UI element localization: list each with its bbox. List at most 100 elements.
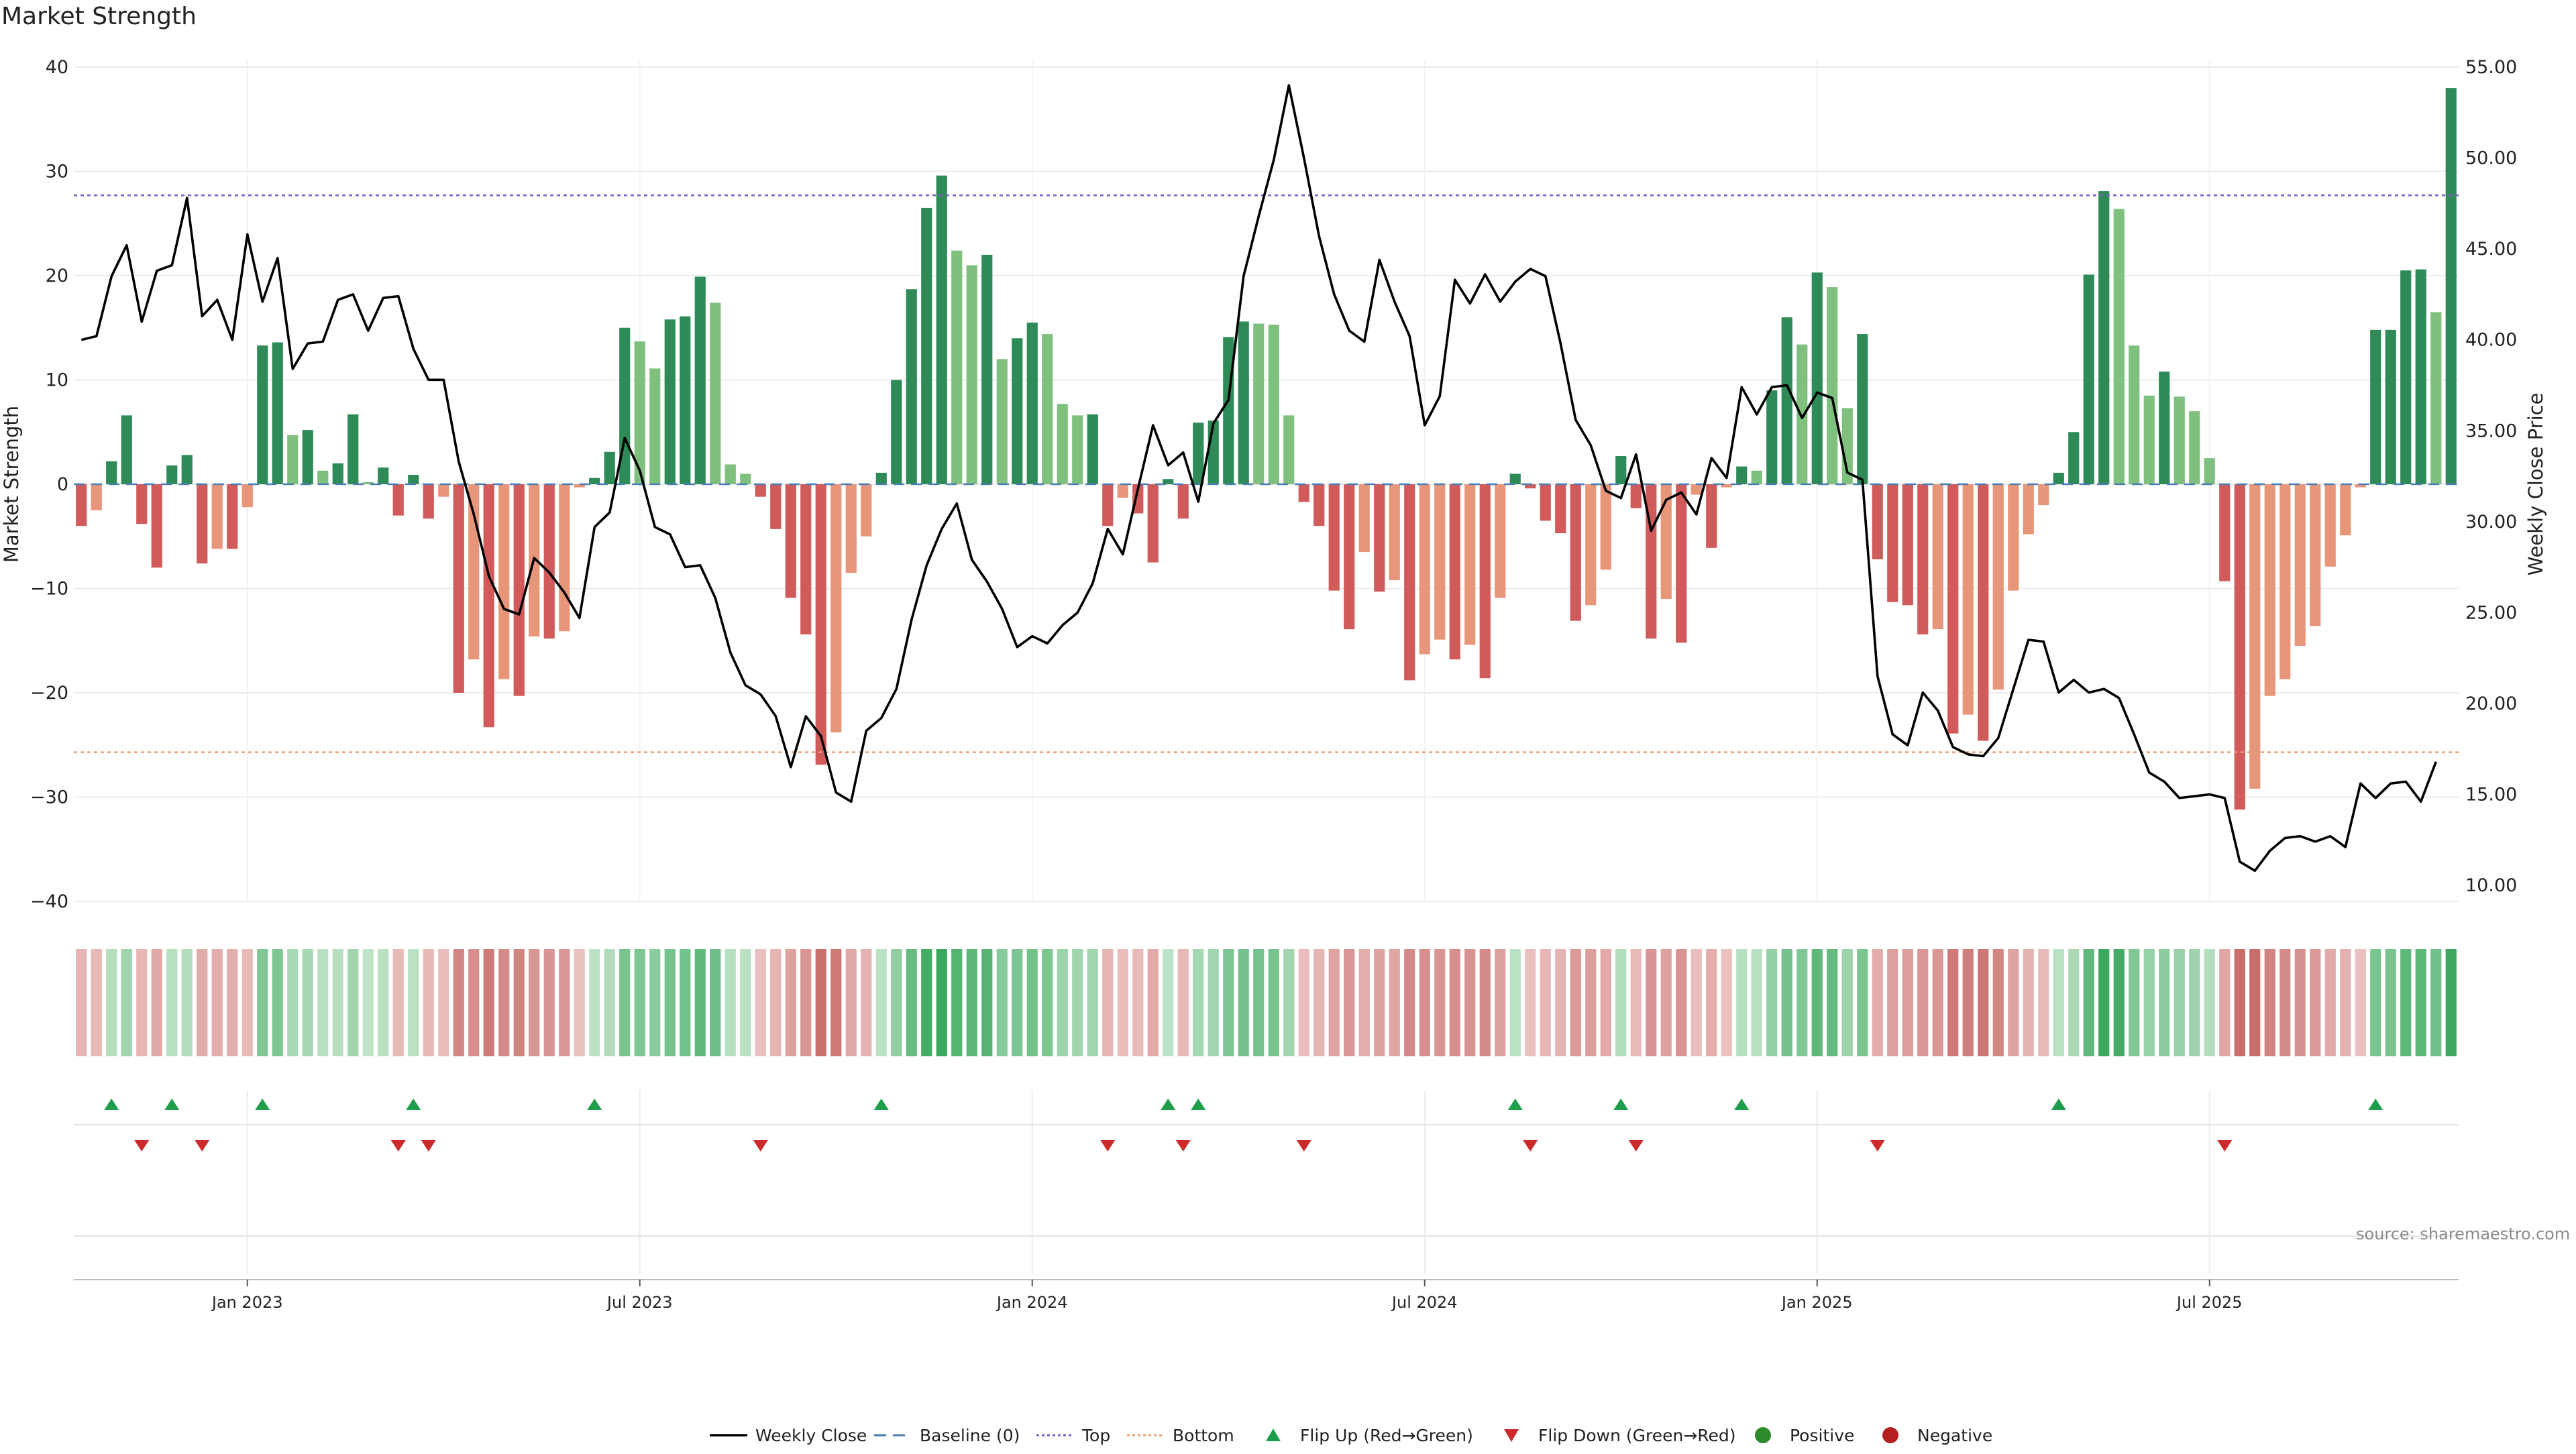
strength-bar xyxy=(2355,484,2366,488)
heat-cell xyxy=(1570,949,1581,1056)
heat-cell xyxy=(1328,949,1340,1056)
heat-cell xyxy=(1690,949,1702,1056)
strength-bar xyxy=(2189,411,2200,484)
heat-cell xyxy=(498,949,510,1056)
strength-bar xyxy=(1358,484,1370,553)
axes: 40 30 20 10 0 −10 −20 −30 −40 55.00 50.00 45.00 40.0… xyxy=(0,57,2547,1312)
right-tick-label: 40.00 xyxy=(2465,330,2517,351)
strength-bar xyxy=(513,484,525,696)
strength-bar xyxy=(2445,88,2457,485)
x-tick-label: Jul 2023 xyxy=(606,1293,673,1312)
strength-bar xyxy=(1072,415,1083,484)
flip-down-marker xyxy=(390,1140,406,1152)
heat-cell xyxy=(785,949,796,1056)
heat-cell xyxy=(2189,949,2200,1056)
flip-up-marker xyxy=(1734,1099,1750,1110)
flip-up-marker xyxy=(873,1099,889,1110)
heat-cell xyxy=(1283,949,1295,1056)
strength-bar xyxy=(1585,484,1597,606)
strength-bar xyxy=(1283,415,1295,484)
strength-bar xyxy=(197,484,208,564)
heat-cell xyxy=(906,949,917,1056)
strength-bar xyxy=(845,484,857,573)
heat-cell xyxy=(408,949,419,1056)
left-tick-label: −40 xyxy=(30,891,68,912)
heat-cell xyxy=(1389,949,1400,1056)
strength-bar xyxy=(2083,274,2094,484)
heat-cell xyxy=(1781,949,1792,1056)
right-tick-label: 20.00 xyxy=(2465,693,2517,714)
heat-cell xyxy=(529,949,540,1056)
x-tick-label: Jan 2024 xyxy=(996,1293,1068,1312)
strength-bar xyxy=(483,484,494,728)
strength-bar xyxy=(1464,484,1476,645)
strength-bar xyxy=(1751,470,1762,484)
heat-cell xyxy=(1736,949,1748,1056)
heat-cell xyxy=(1495,949,1506,1056)
heat-cell xyxy=(680,949,691,1056)
flip-up-marker xyxy=(2368,1099,2383,1110)
heat-cell xyxy=(1841,949,1853,1056)
left-tick-label: 20 xyxy=(46,266,68,286)
strength-bar xyxy=(906,289,917,484)
right-tick-label: 35.00 xyxy=(2465,421,2517,441)
strength-bar xyxy=(2430,312,2442,484)
heat-cell xyxy=(1947,949,1959,1056)
strength-bar xyxy=(1660,484,1672,600)
strength-bar xyxy=(649,368,661,484)
strength-bar xyxy=(2038,484,2049,506)
x-tick-label: Jan 2023 xyxy=(211,1293,283,1312)
flip-up-marker xyxy=(406,1099,421,1110)
strength-bar xyxy=(2129,345,2140,484)
x-tick-label: Jul 2024 xyxy=(1391,1293,1458,1312)
strength-bar xyxy=(1947,484,1959,734)
strength-bar xyxy=(815,484,826,765)
heat-cell xyxy=(559,949,570,1056)
strength-bar xyxy=(498,484,510,679)
heat-cell xyxy=(1012,949,1023,1056)
heat-cell xyxy=(2264,949,2275,1056)
heat-cell xyxy=(1087,949,1098,1056)
right-tick-label: 10.00 xyxy=(2465,875,2517,896)
strength-bar xyxy=(694,276,706,484)
strength-bar xyxy=(2023,484,2034,535)
heat-cell xyxy=(2445,949,2457,1056)
heat-cell xyxy=(1238,949,1249,1056)
flip-up-marker xyxy=(104,1099,119,1110)
heat-cell xyxy=(1479,949,1491,1056)
flip-down-marker xyxy=(1175,1140,1191,1152)
flip-down-marker xyxy=(421,1140,436,1152)
heat-cell xyxy=(2204,949,2215,1056)
strength-bar xyxy=(76,484,87,526)
heat-cell xyxy=(2053,949,2064,1056)
strength-bar xyxy=(1509,473,1521,484)
heat-cell xyxy=(740,949,751,1056)
heat-cell xyxy=(438,949,449,1056)
left-tick-label: 30 xyxy=(46,162,68,182)
heat-cell xyxy=(1177,949,1189,1056)
flip-up-marker xyxy=(1161,1099,1176,1110)
strength-bar xyxy=(121,415,132,484)
heat-cell xyxy=(664,949,676,1056)
heat-cell xyxy=(2113,949,2125,1056)
strength-bar xyxy=(392,484,404,516)
strength-bar xyxy=(1962,484,1974,715)
heat-cell xyxy=(724,949,736,1056)
left-tick-label: −30 xyxy=(30,787,68,808)
strength-bar xyxy=(1706,484,1717,548)
strength-bar xyxy=(1087,414,1098,484)
strength-bar xyxy=(1992,484,2004,690)
heat-cell xyxy=(2129,949,2140,1056)
heat-cell xyxy=(1358,949,1370,1056)
left-axis-label: Market Strength xyxy=(0,406,23,563)
heat-cell xyxy=(1193,949,1204,1056)
strength-bar xyxy=(559,484,570,632)
heat-cell xyxy=(136,949,148,1056)
heat-cell xyxy=(1042,949,1053,1056)
strength-bar xyxy=(378,467,389,484)
strength-bar xyxy=(2219,484,2231,581)
strength-bar xyxy=(1630,484,1642,508)
heat-cell xyxy=(197,949,208,1056)
strength-bar xyxy=(2053,472,2064,484)
strength-bar xyxy=(664,319,676,484)
